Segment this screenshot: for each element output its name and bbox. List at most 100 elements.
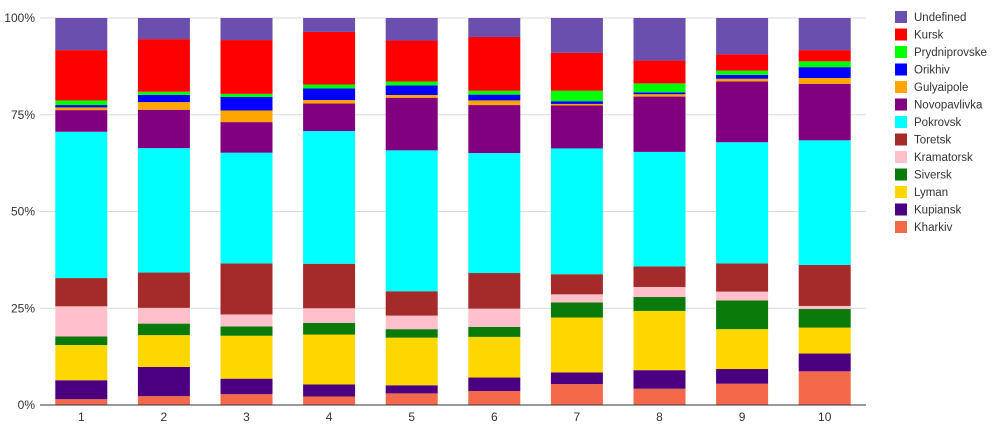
y-tick-label: 75% — [11, 108, 35, 122]
bar-segment-gulyaipole — [303, 100, 356, 104]
bar-segment-kramatorsk — [633, 286, 686, 298]
bar-segment-toretsk — [716, 263, 769, 292]
x-tick-label: 7 — [574, 410, 581, 424]
bar-segment-kharkiv — [716, 383, 769, 405]
bar-segment-prydniprovske — [798, 61, 851, 68]
y-tick-label: 50% — [11, 205, 35, 219]
legend-swatch-kharkiv — [895, 221, 907, 233]
bar-segment-toretsk — [303, 263, 356, 309]
bar-segment-novopavlivka — [716, 81, 769, 143]
bar-segment-siversk — [220, 326, 273, 336]
bar-segment-siversk — [385, 329, 438, 338]
bar-segment-kursk — [385, 40, 438, 82]
bar-segment-undefined — [633, 18, 686, 61]
legend-swatch-undefined — [895, 11, 907, 23]
bar-segment-pokrovsk — [633, 151, 686, 267]
y-tick-label: 100% — [4, 11, 35, 25]
bar-segment-gulyaipole — [798, 77, 851, 84]
legend-label-kursk: Kursk — [914, 30, 944, 42]
bar-segment-pokrovsk — [468, 153, 521, 274]
bar-segment-gulyaipole — [633, 94, 686, 97]
bar-segment-kupiansk — [550, 372, 603, 385]
bar-segment-toretsk — [468, 273, 521, 309]
bar-segment-kupiansk — [385, 385, 438, 394]
bar-segment-kupiansk — [303, 384, 356, 397]
legend-label-novopavlivka: Novopavlivka — [914, 100, 983, 112]
bar-segment-gulyaipole — [137, 102, 190, 110]
bar-segment-siversk — [798, 309, 851, 328]
legend-label-kharkiv: Kharkiv — [914, 222, 953, 234]
x-tick-label: 9 — [739, 410, 746, 424]
bar-segment-kramatorsk — [798, 305, 851, 310]
legend-swatch-pokrovsk — [895, 116, 907, 128]
legend-swatch-prydniprovske — [895, 46, 907, 58]
bar-segment-undefined — [303, 18, 356, 32]
bar-segment-prydniprovske — [303, 84, 356, 89]
bar-segment-lyman — [220, 335, 273, 379]
legend-swatch-siversk — [895, 168, 907, 181]
bar-segment-novopavlivka — [550, 105, 603, 149]
bar-segment-prydniprovske — [385, 81, 438, 86]
y-tick-label: 25% — [11, 301, 35, 315]
bar-segment-undefined — [55, 18, 108, 51]
bar-segment-orikhiv — [716, 74, 769, 79]
bar-segment-toretsk — [137, 272, 190, 308]
bar-segment-kupiansk — [633, 370, 686, 389]
bar-segment-kharkiv — [137, 396, 190, 405]
bar-segment-novopavlivka — [385, 97, 438, 151]
bar-segment-pokrovsk — [385, 150, 438, 292]
bar-segment-novopavlivka — [55, 110, 108, 132]
bar-segment-kramatorsk — [550, 294, 603, 303]
bar-segment-undefined — [798, 18, 851, 51]
bar-segment-siversk — [550, 302, 603, 318]
bar-segment-kursk — [220, 40, 273, 94]
bar-segment-prydniprovske — [550, 90, 603, 102]
bar-segment-orikhiv — [137, 94, 190, 103]
bar-segment-kursk — [137, 39, 190, 92]
bar-segment-siversk — [468, 326, 521, 337]
bar-segment-undefined — [550, 18, 603, 53]
bar-segment-siversk — [633, 297, 686, 311]
legend-label-pokrovsk: Pokrovsk — [914, 117, 962, 129]
bar-segment-kursk — [798, 50, 851, 62]
bars — [55, 18, 851, 405]
bar-segment-pokrovsk — [137, 148, 190, 273]
legend-swatch-novopavlivka — [895, 98, 907, 111]
legend-swatch-toretsk — [895, 133, 907, 146]
bar-segment-kharkiv — [468, 391, 521, 405]
x-tick-label: 6 — [491, 410, 498, 424]
bar-segment-prydniprovske — [55, 100, 108, 106]
bar-segment-pokrovsk — [550, 148, 603, 275]
bar-segment-kupiansk — [798, 353, 851, 372]
x-tick-label: 8 — [656, 410, 663, 424]
legend-label-siversk: Siversk — [914, 170, 952, 182]
bar-segment-siversk — [716, 300, 769, 330]
bar-segment-kupiansk — [55, 380, 108, 400]
legend-swatch-kramatorsk — [895, 151, 907, 163]
legend-swatch-kupiansk — [895, 203, 907, 216]
bar-segment-kharkiv — [633, 388, 686, 405]
bar-segment-lyman — [550, 317, 603, 373]
legend-swatch-kursk — [895, 28, 907, 41]
bar-segment-novopavlivka — [303, 103, 356, 132]
bar-segment-kharkiv — [798, 371, 851, 405]
legend-label-lyman: Lyman — [914, 187, 948, 199]
bar-segment-kramatorsk — [716, 291, 769, 301]
bar-segment-lyman — [633, 310, 686, 371]
bar-segment-toretsk — [633, 266, 686, 287]
legend-swatch-gulyaipole — [895, 81, 907, 93]
bar-segment-lyman — [468, 336, 521, 378]
bar-segment-kramatorsk — [220, 314, 273, 327]
bar-segment-orikhiv — [633, 92, 686, 95]
bar-segment-siversk — [137, 323, 190, 336]
bar-segment-undefined — [220, 18, 273, 41]
bar-segment-kharkiv — [55, 399, 108, 405]
bar-segment-lyman — [137, 335, 190, 367]
bar-segment-pokrovsk — [798, 140, 851, 265]
x-tick-label: 1 — [78, 410, 85, 424]
bar-segment-kursk — [716, 54, 769, 71]
bar-segment-pokrovsk — [55, 131, 108, 279]
legend-swatch-orikhiv — [895, 63, 907, 76]
bar-segment-lyman — [385, 337, 438, 386]
